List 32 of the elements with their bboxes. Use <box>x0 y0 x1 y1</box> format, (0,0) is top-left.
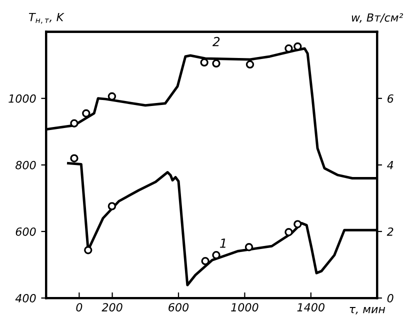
y2-tick-label: 0 <box>387 294 394 302</box>
y2-axis-title: w, Вт/см² <box>352 13 404 23</box>
series-label: 2 <box>212 36 220 46</box>
y-tick-label: 1000 <box>8 94 36 103</box>
point <box>70 119 78 128</box>
point <box>244 243 254 252</box>
point <box>70 154 78 162</box>
point <box>284 228 293 236</box>
y2-tick-label: 6 <box>388 94 394 103</box>
point <box>246 60 254 69</box>
x-tick-label: 200 <box>102 303 122 312</box>
point <box>84 246 92 254</box>
series-label: 1 <box>220 238 226 248</box>
point <box>212 251 220 260</box>
y-axis-title: T$_{н,т}$, K <box>28 12 64 24</box>
x-tick-label: 600 <box>168 303 189 312</box>
point <box>82 109 90 118</box>
y2-tick-label: 4 <box>387 161 394 170</box>
x-tick-label: 1000 <box>231 303 258 312</box>
x-tick-label: 1400 <box>297 303 324 312</box>
y-tick-label: 800 <box>16 160 36 170</box>
point <box>108 202 116 210</box>
point <box>108 92 116 100</box>
x-axis-title: τ, мин <box>350 307 386 314</box>
y-tick-label: 600 <box>16 227 36 236</box>
x-tick-label: 0 <box>76 303 82 312</box>
point <box>200 58 208 67</box>
point <box>294 220 302 228</box>
point <box>212 59 220 68</box>
point <box>201 257 210 266</box>
y2-tick-label: 2 <box>386 227 394 236</box>
y-tick-label: 400 <box>15 294 36 302</box>
